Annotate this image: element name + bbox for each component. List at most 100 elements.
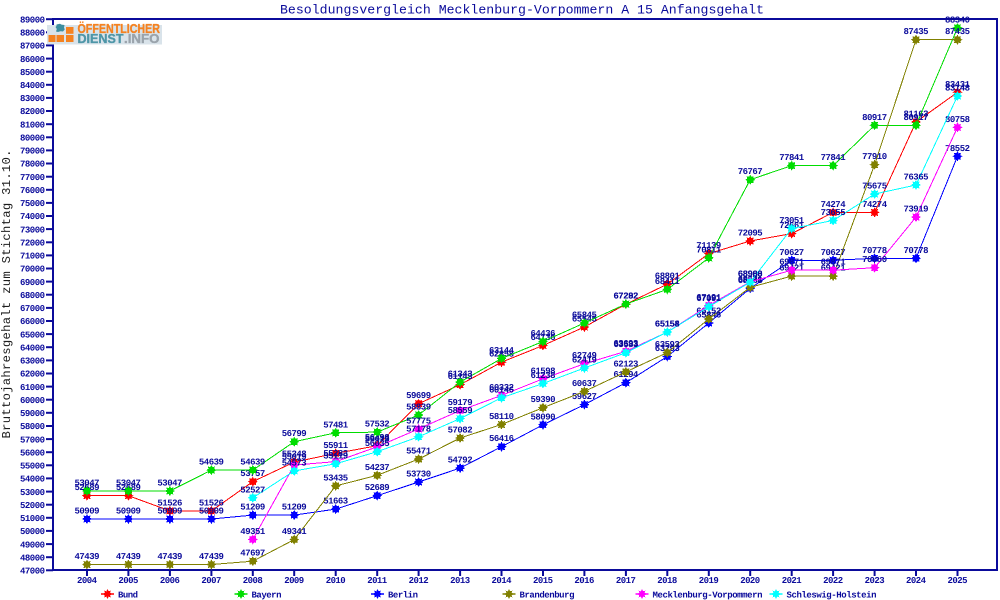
svg-text:47000: 47000 (20, 567, 45, 577)
svg-text:Schleswig-Holstein: Schleswig-Holstein (787, 590, 877, 600)
svg-text:58090: 58090 (531, 412, 556, 422)
svg-text:74000: 74000 (20, 212, 45, 222)
svg-text:2005: 2005 (118, 576, 138, 586)
svg-text:67000: 67000 (20, 304, 45, 314)
svg-text:85000: 85000 (20, 68, 45, 78)
svg-text:2020: 2020 (740, 576, 760, 586)
svg-text:83000: 83000 (20, 94, 45, 104)
svg-text:67091: 67091 (696, 294, 722, 304)
svg-text:2011: 2011 (367, 576, 388, 586)
svg-text:88340: 88340 (945, 15, 970, 25)
svg-text:2014: 2014 (492, 576, 513, 586)
svg-text:77841: 77841 (821, 153, 847, 163)
svg-text:2015: 2015 (533, 576, 553, 586)
svg-text:64000: 64000 (20, 343, 45, 353)
svg-text:2024: 2024 (906, 576, 927, 586)
svg-text:75000: 75000 (20, 199, 45, 209)
svg-text:47439: 47439 (75, 552, 100, 562)
svg-text:87435: 87435 (904, 27, 929, 37)
svg-text:Brandenburg: Brandenburg (520, 590, 575, 600)
svg-text:2013: 2013 (450, 576, 470, 586)
svg-text:56035: 56035 (365, 439, 390, 449)
svg-text:61343: 61343 (448, 370, 473, 380)
svg-text:53047: 53047 (116, 479, 141, 489)
svg-text:55283: 55283 (323, 449, 348, 459)
svg-text:77841: 77841 (779, 153, 805, 163)
svg-text:47439: 47439 (157, 552, 182, 562)
svg-text:57775: 57775 (406, 416, 431, 426)
svg-text:70627: 70627 (779, 248, 804, 258)
svg-text:78000: 78000 (20, 160, 45, 170)
svg-text:67191: 67191 (696, 293, 722, 303)
svg-text:55471: 55471 (406, 447, 432, 457)
svg-text:59179: 59179 (448, 398, 473, 408)
svg-text:62123: 62123 (613, 359, 638, 369)
svg-text:51663: 51663 (323, 497, 348, 507)
svg-text:55019: 55019 (282, 453, 307, 463)
svg-text:2023: 2023 (865, 576, 885, 586)
svg-text:2022: 2022 (823, 576, 843, 586)
svg-text:59000: 59000 (20, 409, 45, 419)
svg-text:57532: 57532 (365, 420, 390, 430)
svg-text:73919: 73919 (904, 205, 929, 215)
svg-text:71000: 71000 (20, 252, 45, 262)
svg-text:66000: 66000 (20, 317, 45, 327)
svg-text:76767: 76767 (738, 167, 763, 177)
svg-text:49000: 49000 (20, 540, 45, 550)
svg-text:48000: 48000 (20, 553, 45, 563)
svg-text:60000: 60000 (20, 396, 45, 406)
svg-text:60146: 60146 (489, 385, 514, 395)
svg-text:70000: 70000 (20, 265, 45, 275)
svg-text:88000: 88000 (20, 29, 45, 39)
svg-text:2008: 2008 (243, 576, 263, 586)
svg-text:62419: 62419 (572, 356, 597, 366)
svg-text:70811: 70811 (696, 245, 722, 255)
svg-text:47697: 47697 (240, 549, 265, 559)
svg-text:2021: 2021 (782, 576, 803, 586)
svg-text:49351: 49351 (240, 527, 266, 537)
svg-text:76000: 76000 (20, 186, 45, 196)
svg-text:50909: 50909 (157, 507, 182, 517)
svg-text:89000: 89000 (20, 15, 45, 25)
svg-text:82000: 82000 (20, 107, 45, 117)
svg-text:80917: 80917 (862, 113, 887, 123)
svg-text:86000: 86000 (20, 55, 45, 65)
svg-text:53000: 53000 (20, 488, 45, 498)
svg-text:52000: 52000 (20, 501, 45, 511)
svg-text:70778: 70778 (862, 246, 887, 256)
svg-text:79000: 79000 (20, 147, 45, 157)
svg-text:56799: 56799 (282, 429, 307, 439)
svg-text:60332: 60332 (489, 383, 514, 393)
svg-text:70627: 70627 (821, 248, 846, 258)
svg-text:ÖFFENTLICHER: ÖFFENTLICHER (78, 21, 161, 36)
svg-text:57481: 57481 (323, 420, 349, 430)
svg-text:63144: 63144 (489, 346, 515, 356)
svg-text:2025: 2025 (948, 576, 968, 586)
svg-text:53730: 53730 (406, 470, 431, 480)
svg-text:70060: 70060 (862, 255, 887, 265)
svg-text:68000: 68000 (20, 291, 45, 301)
svg-text:69871: 69871 (779, 258, 805, 268)
svg-text:81163: 81163 (904, 110, 929, 120)
svg-text:51209: 51209 (282, 503, 307, 513)
svg-text:80917: 80917 (904, 113, 929, 123)
svg-text:87000: 87000 (20, 42, 45, 52)
svg-text:51000: 51000 (20, 514, 45, 524)
svg-text:60637: 60637 (572, 379, 597, 389)
svg-text:62749: 62749 (572, 351, 597, 361)
svg-text:64436: 64436 (531, 329, 556, 339)
svg-text:61598: 61598 (531, 366, 556, 376)
svg-text:73000: 73000 (20, 225, 45, 235)
svg-text:52527: 52527 (240, 485, 265, 495)
svg-text:Bayern: Bayern (252, 590, 282, 600)
svg-text:87435: 87435 (945, 27, 970, 37)
svg-text:83431: 83431 (945, 80, 971, 90)
svg-text:56413: 56413 (365, 434, 390, 444)
svg-text:54573: 54573 (282, 458, 307, 468)
svg-text:2009: 2009 (284, 576, 304, 586)
svg-text:50909: 50909 (116, 507, 141, 517)
svg-text:55248: 55248 (282, 450, 307, 460)
svg-text:81000: 81000 (20, 120, 45, 130)
svg-text:75675: 75675 (862, 182, 887, 192)
svg-text:70778: 70778 (904, 246, 929, 256)
